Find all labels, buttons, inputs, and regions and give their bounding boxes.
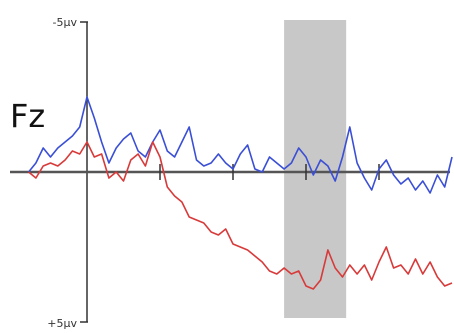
channel-label: Fz <box>10 97 45 135</box>
y-axis-bottom-label: +5μv <box>47 317 77 330</box>
series-line-2 <box>28 141 453 290</box>
x-axis-ticks <box>159 164 380 180</box>
series-group <box>27 96 453 290</box>
series-line-1 <box>27 96 453 194</box>
y-axis-top-label: -5μv <box>53 16 78 29</box>
